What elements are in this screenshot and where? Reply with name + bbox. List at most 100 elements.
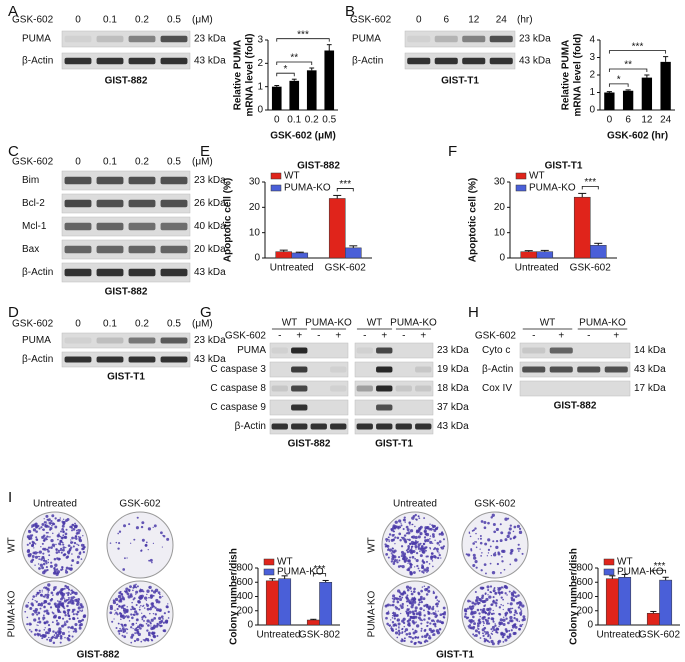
colony	[405, 585, 410, 589]
colony	[121, 607, 123, 609]
colony	[407, 567, 411, 571]
colony	[72, 610, 75, 613]
band	[434, 35, 458, 43]
size-label: 14 kDa	[634, 345, 666, 356]
protein-label: β-Actin	[22, 267, 53, 278]
bar	[536, 251, 554, 259]
protein-label: PUMA	[22, 34, 51, 45]
colony	[152, 526, 154, 528]
colony	[519, 624, 523, 628]
colony	[501, 635, 505, 639]
colony	[39, 591, 41, 594]
colony	[45, 531, 48, 534]
legend-swatch	[603, 558, 615, 566]
y-axis-label: Colony number/dish	[229, 548, 240, 645]
colony	[432, 605, 435, 608]
significance-label: ***	[297, 29, 309, 40]
colony	[385, 604, 388, 607]
colony	[66, 555, 70, 559]
colony	[127, 588, 131, 592]
colony	[414, 525, 416, 528]
colony	[469, 620, 473, 624]
colony	[34, 555, 39, 559]
colony	[79, 609, 81, 612]
colony	[432, 554, 437, 559]
colony	[148, 586, 151, 589]
band	[376, 385, 393, 392]
colony	[26, 623, 29, 626]
colony	[415, 621, 417, 623]
colony	[55, 548, 58, 551]
colony	[149, 607, 152, 611]
colony	[410, 573, 413, 575]
colony	[422, 565, 424, 567]
colony	[150, 625, 152, 627]
colony	[479, 599, 483, 603]
colony	[50, 561, 53, 564]
colony	[37, 634, 40, 637]
unit-label: (μM)	[192, 319, 213, 330]
colony	[52, 594, 54, 596]
colony	[131, 633, 135, 637]
colony	[512, 594, 515, 598]
colony	[43, 621, 47, 625]
membrane	[354, 380, 434, 397]
colony	[391, 557, 395, 561]
colony	[395, 605, 397, 608]
colony	[427, 612, 431, 615]
colony	[414, 606, 418, 610]
colony	[397, 556, 401, 559]
colony	[33, 547, 35, 549]
colony	[48, 518, 51, 521]
colony	[50, 636, 54, 640]
band	[330, 385, 347, 392]
colony	[502, 587, 504, 589]
colony	[76, 617, 79, 620]
colony	[29, 607, 32, 609]
colony	[42, 556, 45, 559]
colony	[414, 557, 416, 560]
colony	[387, 548, 390, 552]
colony	[410, 598, 413, 602]
colony	[436, 550, 439, 553]
colony	[117, 629, 121, 633]
colony	[62, 605, 65, 608]
x-tick-label: Untreated	[597, 630, 641, 641]
colony	[477, 631, 481, 634]
colony	[136, 516, 139, 519]
colony	[474, 634, 478, 637]
colony	[477, 627, 480, 630]
colony	[491, 630, 494, 632]
colony	[409, 524, 411, 526]
colony	[159, 593, 161, 596]
colony	[393, 534, 395, 536]
colony	[412, 598, 416, 602]
colony	[39, 634, 43, 638]
treatment-label: GSK-602	[475, 331, 517, 342]
colony	[392, 611, 395, 614]
colony	[43, 558, 46, 560]
colony	[499, 613, 501, 615]
colony	[428, 563, 431, 565]
y-tick-label: 20	[249, 202, 261, 213]
colony	[143, 614, 146, 618]
colony	[130, 542, 132, 544]
colony	[479, 586, 483, 590]
colony	[417, 529, 421, 533]
colony	[32, 551, 36, 555]
colony	[52, 532, 54, 535]
colony	[392, 551, 396, 554]
colony	[513, 623, 517, 626]
membrane	[354, 399, 434, 416]
colony	[72, 617, 76, 621]
colony	[429, 537, 431, 540]
colony	[437, 600, 441, 603]
band	[160, 35, 188, 43]
colony	[52, 630, 55, 633]
x-tick-label: 0.2	[305, 115, 319, 126]
colony	[408, 618, 412, 622]
group-label: PUMA-KO	[579, 318, 626, 329]
colony	[521, 604, 525, 608]
colony	[401, 628, 404, 631]
colony	[432, 535, 435, 538]
